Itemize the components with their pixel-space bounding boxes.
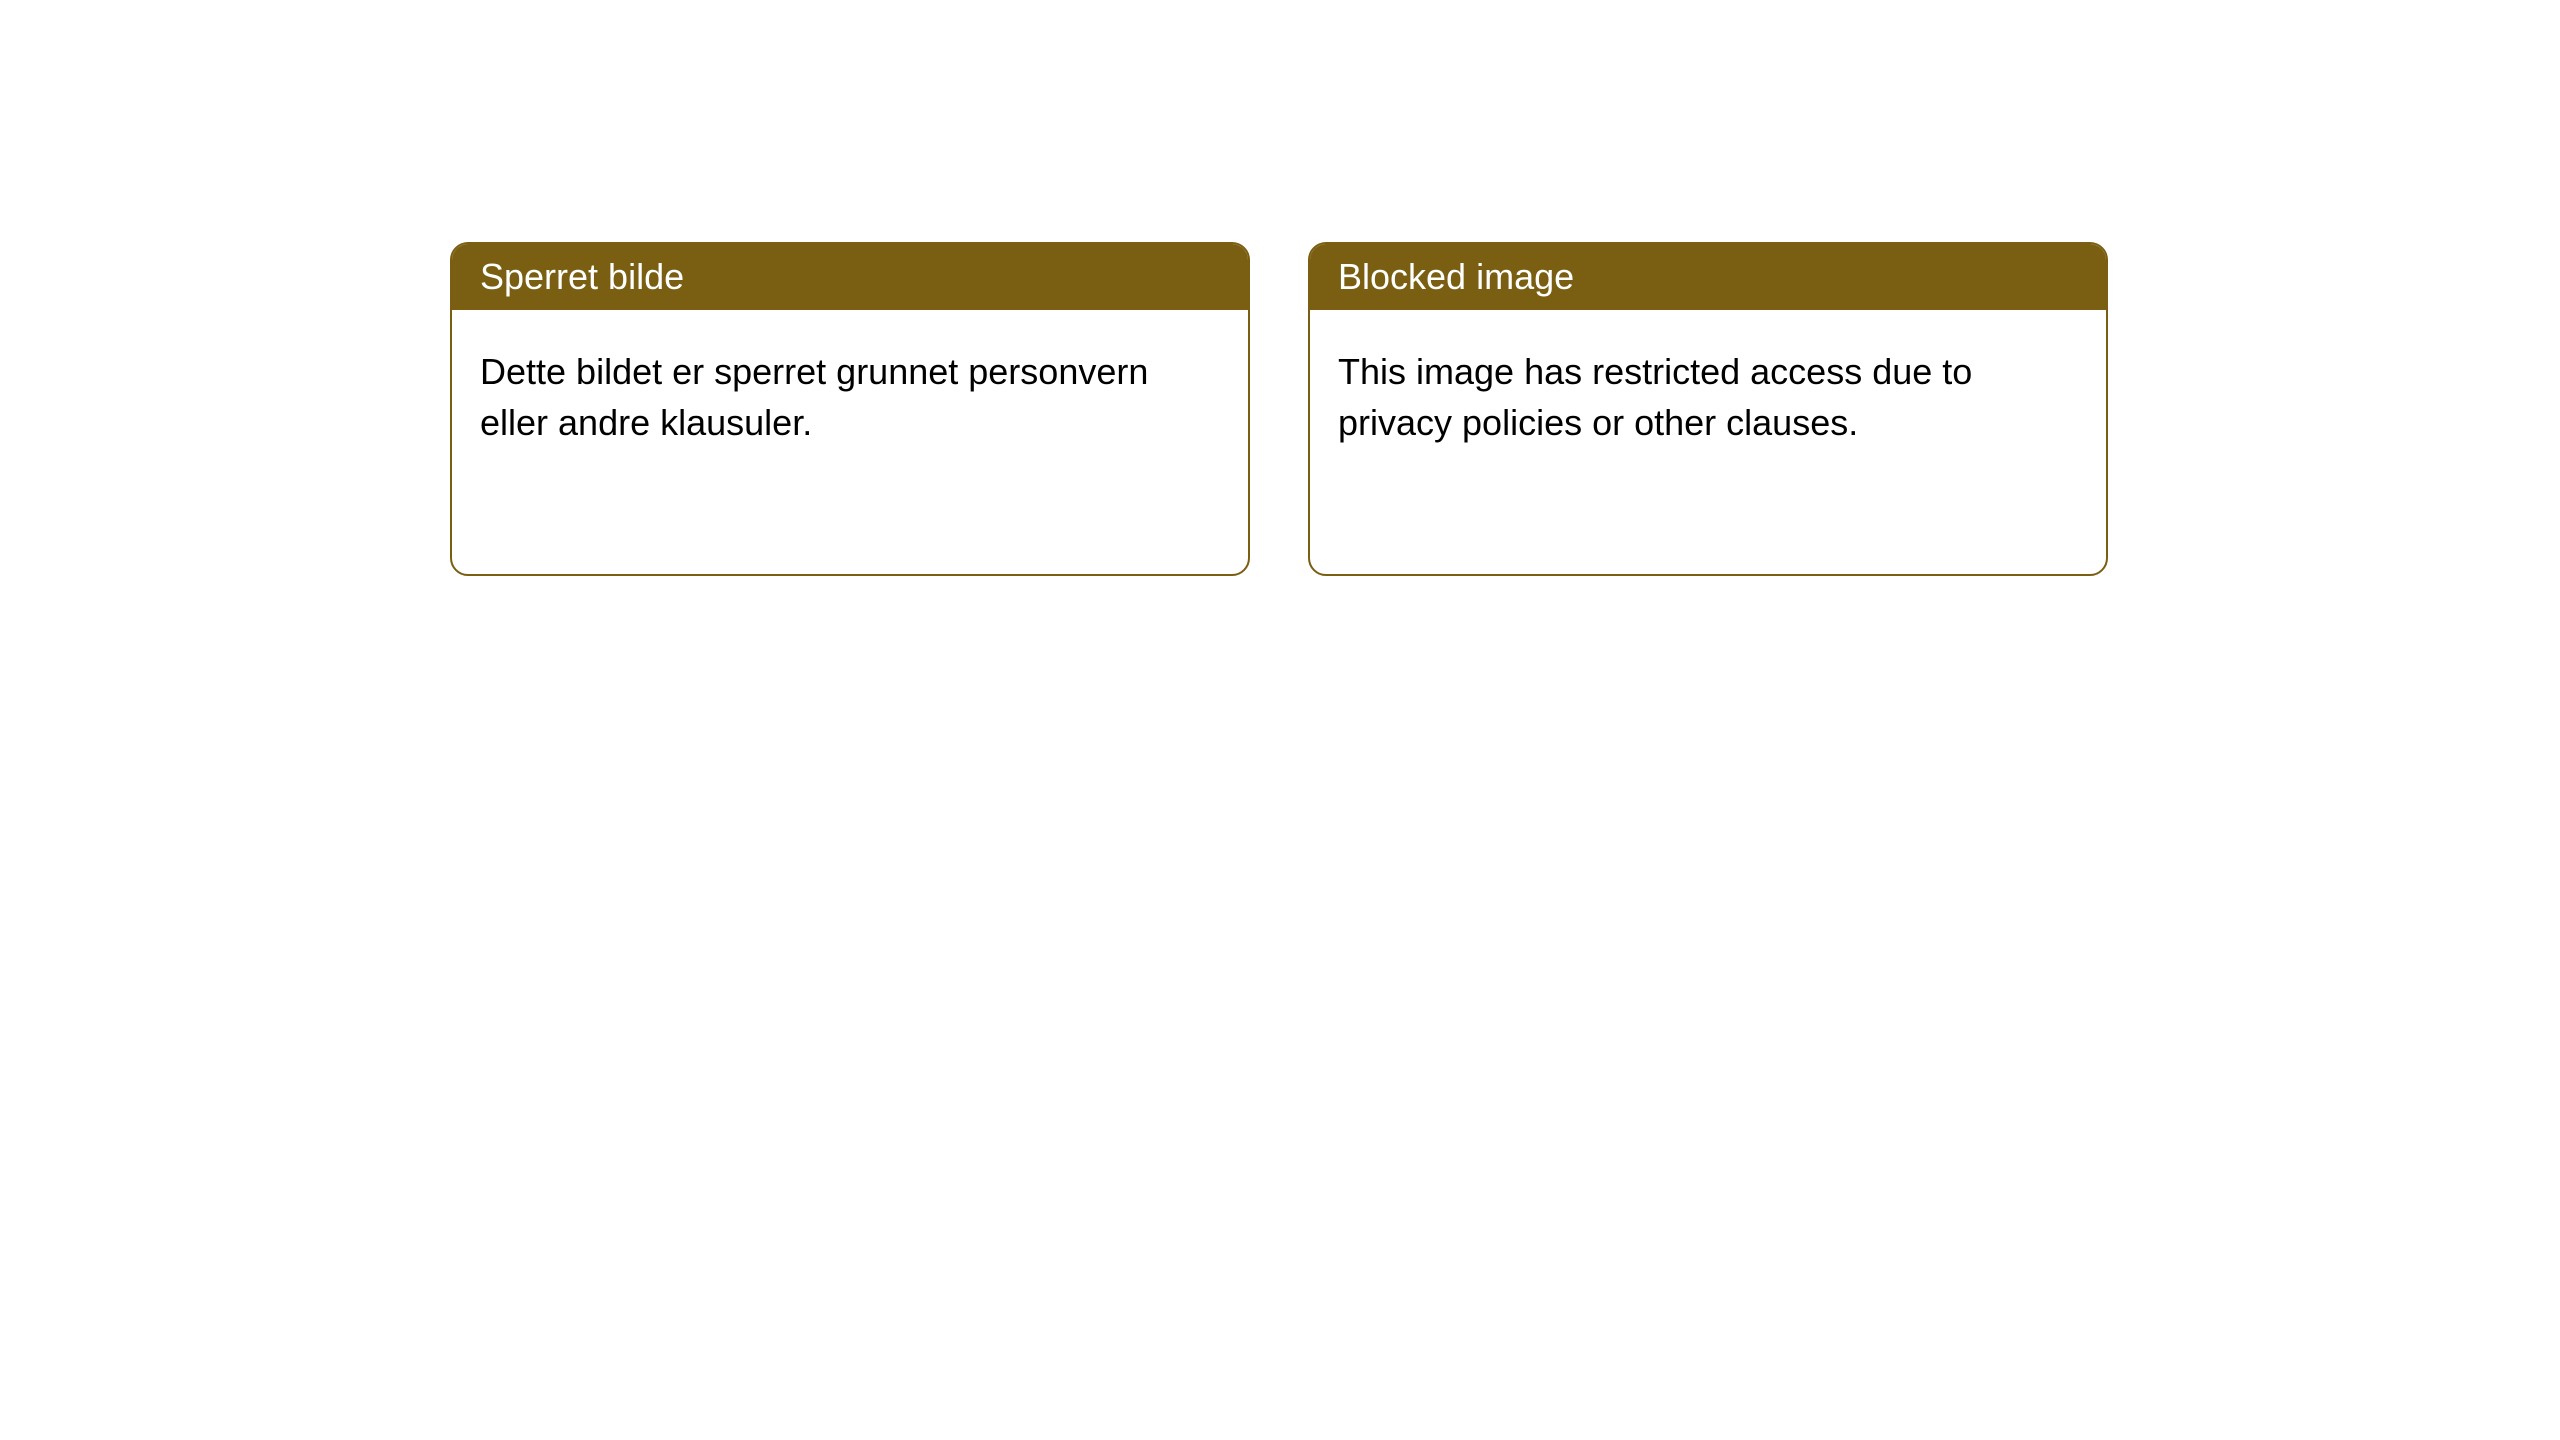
card-header: Blocked image: [1310, 244, 2106, 310]
card-title: Blocked image: [1338, 256, 1574, 297]
card-body-text: Dette bildet er sperret grunnet personve…: [480, 351, 1148, 443]
notice-card-english: Blocked image This image has restricted …: [1308, 242, 2108, 576]
card-body: Dette bildet er sperret grunnet personve…: [452, 310, 1248, 484]
notice-card-norwegian: Sperret bilde Dette bildet er sperret gr…: [450, 242, 1250, 576]
card-body-text: This image has restricted access due to …: [1338, 351, 1972, 443]
notice-container: Sperret bilde Dette bildet er sperret gr…: [450, 242, 2108, 576]
card-header: Sperret bilde: [452, 244, 1248, 310]
card-body: This image has restricted access due to …: [1310, 310, 2106, 484]
card-title: Sperret bilde: [480, 256, 684, 297]
